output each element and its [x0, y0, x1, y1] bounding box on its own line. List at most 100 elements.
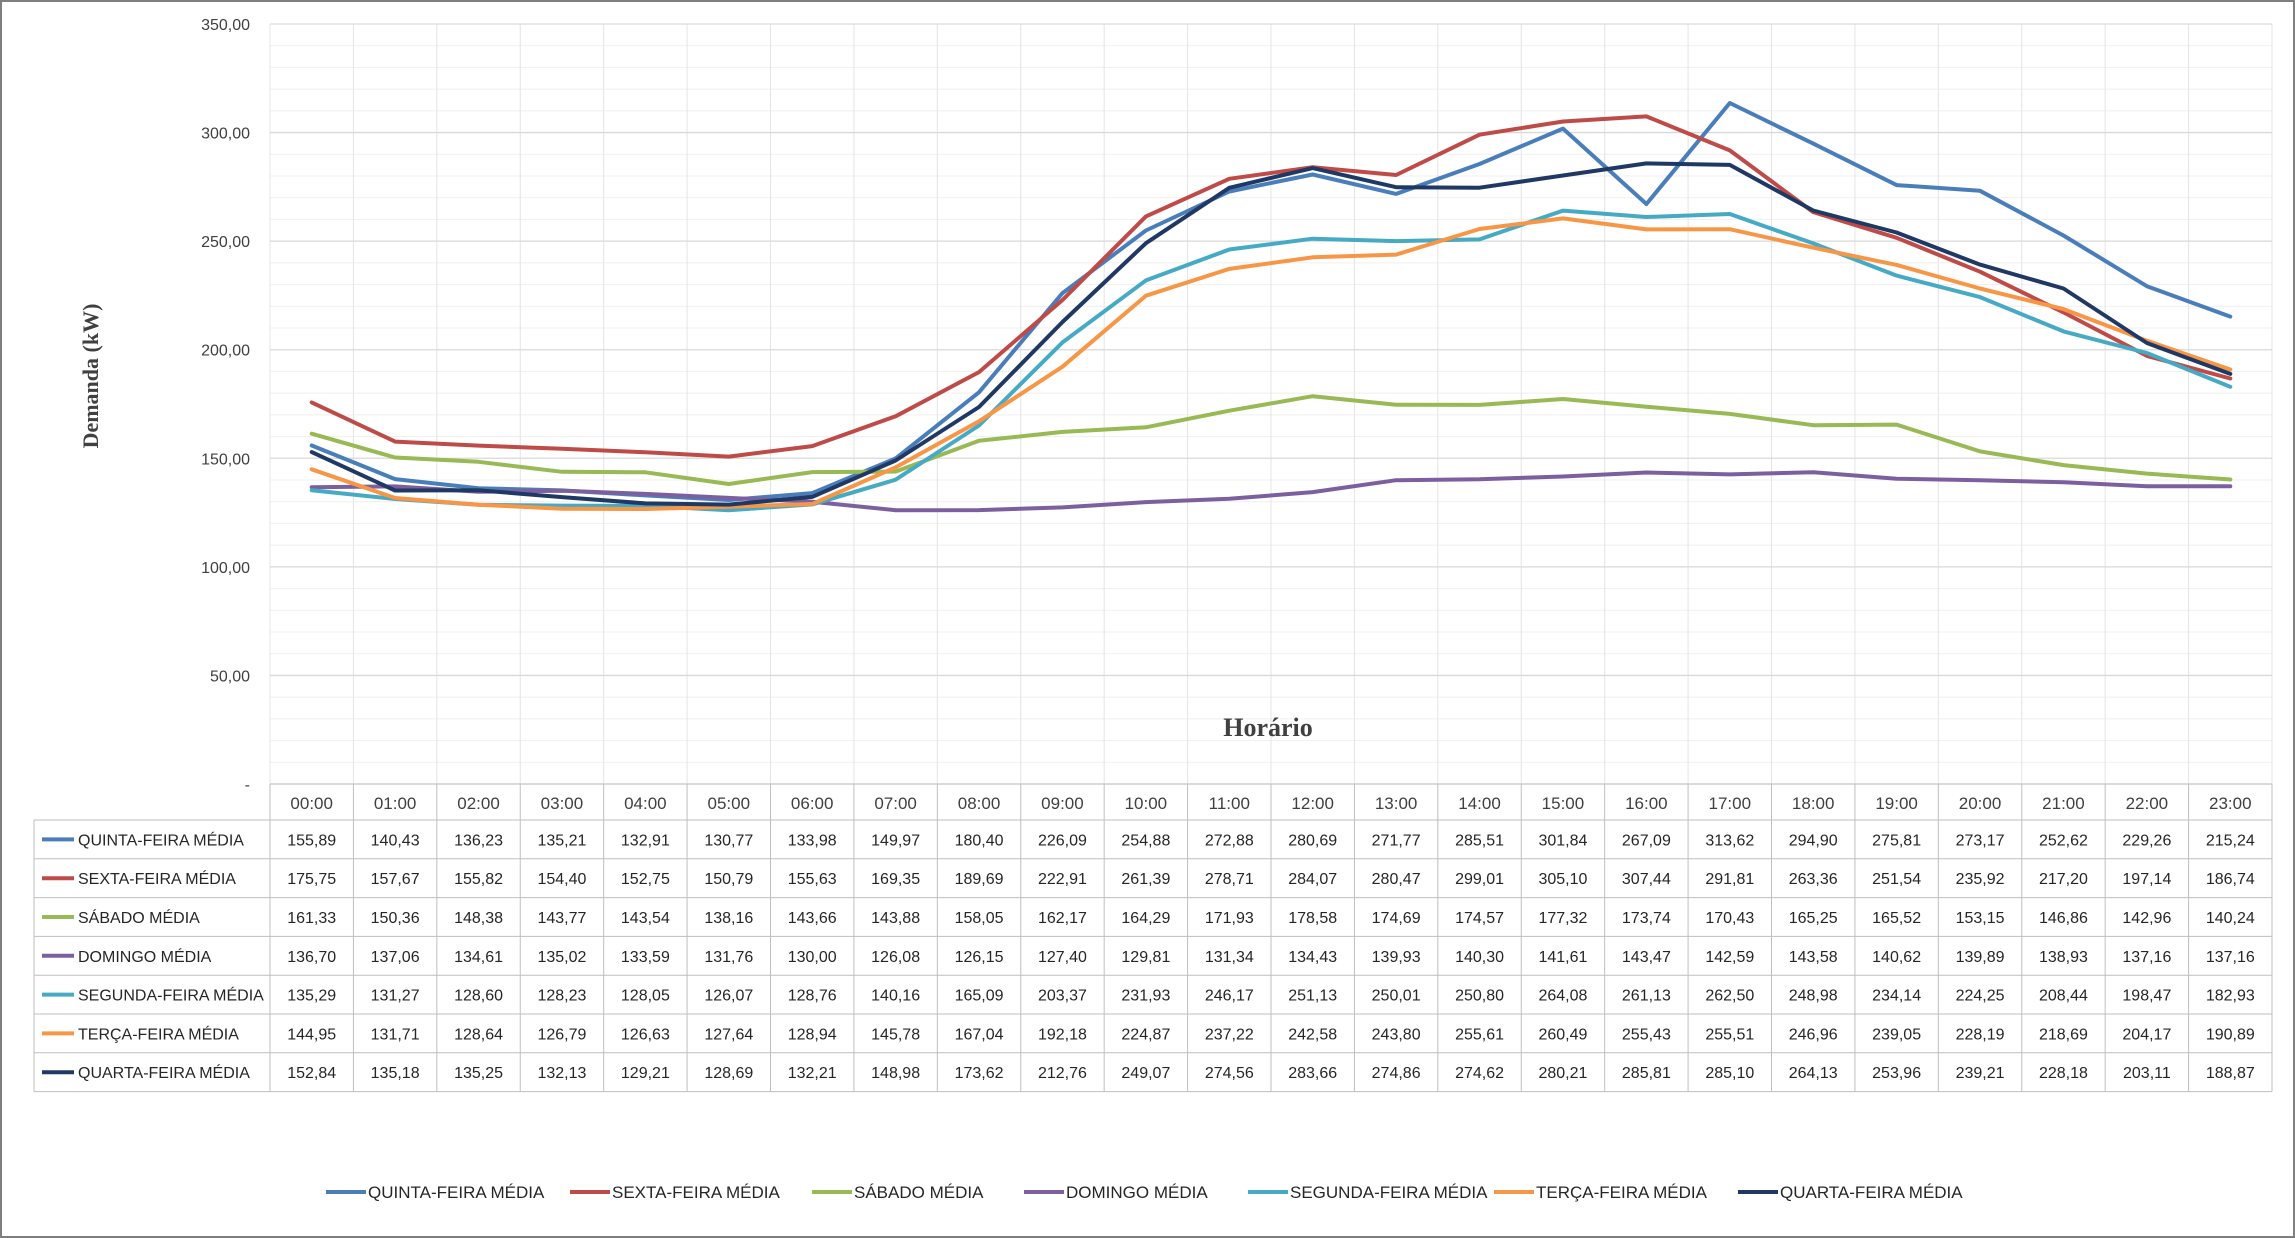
- data-label: 126,15: [955, 949, 1004, 966]
- data-label: 165,25: [1789, 910, 1838, 927]
- x-tick-label: 16:00: [1625, 794, 1668, 813]
- data-label: 132,21: [788, 1065, 837, 1082]
- data-label: 128,60: [454, 988, 503, 1005]
- data-label: 127,40: [1038, 949, 1087, 966]
- data-label: 189,69: [955, 871, 1004, 888]
- x-tick-label: 08:00: [958, 794, 1001, 813]
- data-label: 139,89: [1956, 949, 2005, 966]
- data-label: 127,64: [704, 1026, 753, 1043]
- data-table: 00:00 01:00 02:00 03:00 04:00 05:00 06:00 07:00…: [33, 783, 2273, 1093]
- data-label: 126,07: [704, 988, 753, 1005]
- data-label: 150,79: [704, 871, 753, 888]
- data-label: 243,80: [1372, 1026, 1421, 1043]
- series-line: [309, 114, 2233, 459]
- series-line: [309, 208, 2233, 513]
- table-row-label: DOMINGO MÉDIA: [78, 947, 212, 966]
- data-label: 198,47: [2122, 988, 2171, 1005]
- data-label: 128,69: [704, 1065, 753, 1082]
- plot-grid: [269, 23, 2273, 785]
- data-label: 126,08: [871, 949, 920, 966]
- data-label: 237,22: [1205, 1026, 1254, 1043]
- x-tick-label: 06:00: [791, 794, 834, 813]
- x-tick-label: 21:00: [2042, 794, 2085, 813]
- data-label: 139,93: [1372, 949, 1421, 966]
- data-label: 133,98: [788, 832, 837, 849]
- data-label: 130,00: [788, 949, 837, 966]
- data-label: 129,21: [621, 1065, 670, 1082]
- data-label: 299,01: [1455, 871, 1504, 888]
- data-label: 255,61: [1455, 1026, 1504, 1043]
- data-label: 272,88: [1205, 832, 1254, 849]
- data-label: 254,88: [1121, 832, 1170, 849]
- data-label: 261,13: [1622, 988, 1671, 1005]
- data-label: 212,76: [1038, 1065, 1087, 1082]
- x-tick-label: 17:00: [1709, 794, 1752, 813]
- data-label: 285,81: [1622, 1065, 1671, 1082]
- legend-label: TERÇA-FEIRA MÉDIA: [1536, 1183, 1708, 1202]
- data-label: 255,51: [1705, 1026, 1754, 1043]
- data-label: 182,93: [2206, 988, 2255, 1005]
- series-line: [309, 394, 2233, 486]
- data-label: 204,17: [2122, 1026, 2171, 1043]
- data-label: 246,17: [1205, 988, 1254, 1005]
- data-label: 143,58: [1789, 949, 1838, 966]
- table-row-label: QUARTA-FEIRA MÉDIA: [78, 1063, 250, 1082]
- data-label: 152,75: [621, 871, 670, 888]
- table-row-label: SÁBADO MÉDIA: [78, 908, 200, 927]
- data-label: 131,76: [704, 949, 753, 966]
- data-label: 174,57: [1455, 910, 1504, 927]
- x-tick-label: 04:00: [624, 794, 667, 813]
- data-label: 246,96: [1789, 1026, 1838, 1043]
- data-label: 135,25: [454, 1065, 503, 1082]
- data-label: 152,84: [287, 1065, 336, 1082]
- data-label: 229,26: [2122, 832, 2171, 849]
- data-label: 250,01: [1372, 988, 1421, 1005]
- data-label: 128,64: [454, 1026, 503, 1043]
- data-label: 186,74: [2206, 871, 2255, 888]
- data-label: 140,43: [371, 832, 420, 849]
- data-label: 132,13: [537, 1065, 586, 1082]
- data-label: 131,27: [371, 988, 420, 1005]
- data-label: 136,70: [287, 949, 336, 966]
- data-label: 178,58: [1288, 910, 1337, 927]
- data-label: 253,96: [1872, 1065, 1921, 1082]
- data-label: 135,02: [537, 949, 586, 966]
- data-label: 313,62: [1705, 832, 1754, 849]
- data-label: 215,24: [2206, 832, 2255, 849]
- data-label: 129,81: [1121, 949, 1170, 966]
- x-tick-label: 03:00: [541, 794, 584, 813]
- data-label: 148,98: [871, 1065, 920, 1082]
- table-row-label: SEXTA-FEIRA MÉDIA: [78, 869, 236, 888]
- data-label: 285,51: [1455, 832, 1504, 849]
- x-tick-label: 15:00: [1542, 794, 1585, 813]
- data-label: 285,10: [1705, 1065, 1754, 1082]
- data-label: 250,80: [1455, 988, 1504, 1005]
- data-label: 140,24: [2206, 910, 2255, 927]
- data-label: 203,37: [1038, 988, 1087, 1005]
- data-label: 280,21: [1538, 1065, 1587, 1082]
- legend-label: QUINTA-FEIRA MÉDIA: [368, 1183, 545, 1202]
- data-label: 153,15: [1956, 910, 2005, 927]
- data-label: 222,91: [1038, 871, 1087, 888]
- data-label: 137,16: [2206, 949, 2255, 966]
- data-label: 138,93: [2039, 949, 2088, 966]
- data-label: 165,09: [955, 988, 1004, 1005]
- y-tick-label: 200,00: [201, 343, 250, 360]
- data-label: 280,69: [1288, 832, 1337, 849]
- data-label: 146,86: [2039, 910, 2088, 927]
- legend-label: SEXTA-FEIRA MÉDIA: [612, 1183, 780, 1202]
- data-label: 307,44: [1622, 871, 1671, 888]
- data-label: 158,05: [955, 910, 1004, 927]
- data-label: 249,07: [1121, 1065, 1170, 1082]
- data-label: 275,81: [1872, 832, 1921, 849]
- data-label: 262,50: [1705, 988, 1754, 1005]
- table-row-label: QUINTA-FEIRA MÉDIA: [78, 830, 244, 849]
- data-label: 161,33: [287, 910, 336, 927]
- data-label: 278,71: [1205, 871, 1254, 888]
- data-label: 180,40: [955, 832, 1004, 849]
- x-tick-label: 11:00: [1209, 794, 1250, 813]
- series-lines: [309, 101, 2233, 513]
- data-label: 137,06: [371, 949, 420, 966]
- x-tick-label: 18:00: [1792, 794, 1835, 813]
- data-label: 143,77: [537, 910, 586, 927]
